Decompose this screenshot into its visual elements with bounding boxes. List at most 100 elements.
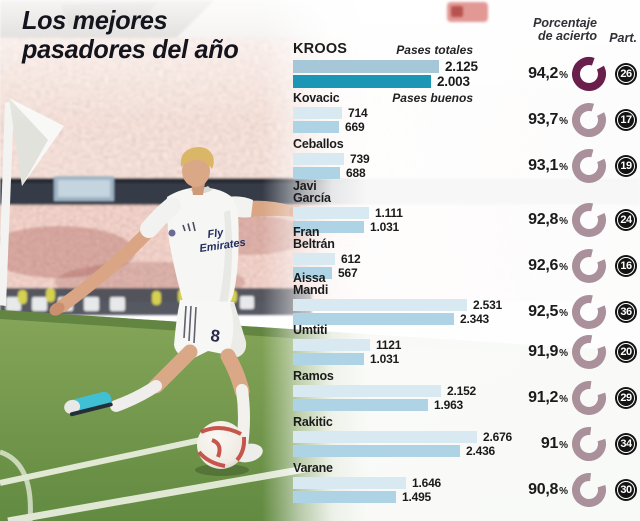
accuracy-value: 93,7% — [528, 111, 568, 128]
player-name: Rakitic — [293, 415, 333, 429]
total-passes-barline: 2.676 — [293, 430, 640, 444]
matches-badge: 24 — [615, 209, 637, 231]
total-passes-bar — [293, 107, 342, 119]
scoreboard-red-blob — [447, 2, 488, 22]
good-passes-value: 1.031 — [370, 220, 400, 234]
total-passes-bar — [293, 60, 439, 73]
total-passes-barline: 2.531 — [293, 298, 640, 312]
player-name: Fran Beltrán — [293, 225, 335, 251]
total-passes-barline: 2.125 — [293, 59, 640, 74]
matches-badge: 34 — [615, 433, 637, 455]
total-passes-barline: 1.646 — [293, 476, 640, 490]
good-passes-barline: 1.963 — [293, 398, 640, 412]
player-name: Javi García — [293, 179, 331, 205]
accuracy-donut-icon — [571, 56, 607, 92]
total-passes-value: 2.531 — [473, 298, 503, 312]
accuracy-header-line1: Porcentaje — [533, 16, 597, 30]
good-passes-bar — [293, 491, 396, 503]
matches-badge: 20 — [615, 341, 637, 363]
good-passes-bar — [293, 445, 460, 457]
player-name: Ceballos — [293, 137, 344, 151]
total-passes-barline: 612 — [293, 252, 640, 266]
accuracy-value: 92,5% — [528, 303, 568, 320]
total-passes-bar — [293, 253, 335, 265]
good-passes-value: 2.436 — [466, 444, 496, 458]
player-row: Umtiti 1121 1.031 91,9% 20 — [293, 324, 640, 370]
good-passes-value: 2.003 — [437, 74, 470, 89]
good-passes-value: 669 — [345, 120, 365, 134]
matches-column-header: Part. — [609, 31, 637, 45]
total-passes-value: 1.646 — [412, 476, 442, 490]
player-row: Varane 1.646 1.495 90,8% 30 — [293, 461, 640, 508]
matches-badge: 16 — [615, 255, 637, 277]
total-passes-value: 1.111 — [375, 206, 403, 220]
good-passes-value: 688 — [346, 166, 366, 180]
good-passes-bar — [293, 221, 364, 233]
total-passes-value: 714 — [348, 106, 368, 120]
total-passes-value: 2.676 — [483, 430, 513, 444]
player-row: Aissa Mandi 2.531 2.343 92,5% 36 — [293, 271, 640, 330]
accuracy-value: 92,8% — [528, 211, 568, 228]
player-row: Ramos 2.152 1.963 91,2% 29 — [293, 369, 640, 416]
matches-badge: 30 — [615, 479, 637, 501]
accuracy-donut-icon — [571, 334, 607, 370]
accuracy-header-line2: de acierto — [537, 29, 597, 43]
player-row: Rakitic 2.676 2.436 91% 34 — [293, 415, 640, 462]
good-passes-bar — [293, 313, 454, 325]
player-name: Varane — [293, 461, 333, 475]
good-passes-value: 1.495 — [402, 490, 432, 504]
accuracy-column-header: Porcentaje de acierto — [533, 17, 597, 43]
player-row: Fran Beltrán 612 567 92,6% 16 — [293, 225, 640, 283]
good-passes-barline: 1.031 — [293, 352, 640, 366]
good-passes-barline: 2.436 — [293, 444, 640, 458]
total-passes-value: 2.125 — [445, 59, 478, 74]
player-row: Javi García 1.111 1.031 92,8% 24 — [293, 179, 640, 238]
total-passes-barline: 739 — [293, 152, 640, 166]
good-passes-value: 2.343 — [460, 312, 490, 326]
good-passes-barline: 2.003 — [293, 74, 640, 89]
player-name: Ramos — [293, 369, 334, 383]
good-passes-value: 1.031 — [370, 352, 400, 366]
total-passes-value: 1121 — [376, 338, 402, 352]
total-passes-value: 2.152 — [447, 384, 477, 398]
good-passes-bar — [293, 167, 340, 179]
player-row: Ceballos 739 688 93,1% 19 — [293, 137, 640, 184]
good-passes-barline: 669 — [293, 120, 640, 134]
total-passes-barline: 714 — [293, 106, 640, 120]
matches-badge: 26 — [615, 63, 637, 85]
total-passes-barline: 1.111 — [293, 206, 640, 220]
good-passes-barline: 1.031 — [293, 220, 640, 234]
accuracy-donut-icon — [571, 102, 607, 138]
total-passes-bar — [293, 153, 344, 165]
total-passes-value: 739 — [350, 152, 370, 166]
good-passes-barline: 1.495 — [293, 490, 640, 504]
good-passes-barline: 567 — [293, 266, 640, 280]
total-passes-barline: 2.152 — [293, 384, 640, 398]
matches-badge: 17 — [615, 109, 637, 131]
player-name: Aissa Mandi — [293, 271, 329, 297]
accuracy-value: 91% — [540, 435, 568, 452]
accuracy-donut-icon — [571, 202, 607, 238]
accuracy-donut-icon — [571, 426, 607, 462]
accuracy-value: 92,6% — [528, 257, 568, 274]
accuracy-value: 91,9% — [528, 343, 568, 360]
good-passes-barline: 2.343 — [293, 312, 640, 326]
accuracy-donut-icon — [571, 294, 607, 330]
accuracy-donut-icon — [571, 148, 607, 184]
good-passes-bar — [293, 75, 431, 88]
matches-badge: 19 — [615, 155, 637, 177]
series-label-good: Pases buenos — [392, 91, 473, 105]
total-passes-bar — [293, 431, 477, 443]
accuracy-value: 94,2% — [528, 65, 568, 82]
accuracy-value: 93,1% — [528, 157, 568, 174]
total-passes-bar — [293, 477, 406, 489]
accuracy-donut-icon — [571, 380, 607, 416]
accuracy-value: 90,8% — [528, 481, 568, 498]
player-name: Kovacic — [293, 91, 340, 105]
good-passes-bar — [293, 399, 428, 411]
accuracy-donut-icon — [571, 472, 607, 508]
total-passes-bar — [293, 299, 467, 311]
page-title: Los mejores pasadores del año — [22, 6, 239, 64]
